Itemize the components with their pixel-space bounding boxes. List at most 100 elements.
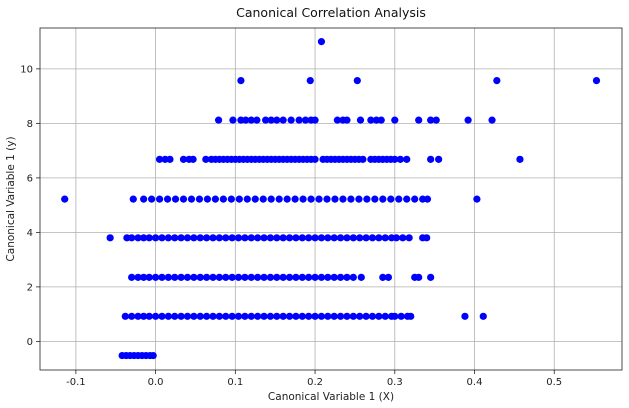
data-point [177,234,185,242]
x-tick-label: -0.1 [66,377,86,388]
data-point [262,116,270,124]
data-point [324,312,332,320]
data-point [152,312,160,320]
data-point [285,234,294,242]
data-point [336,312,345,320]
data-point [152,234,160,242]
data-point [189,155,197,163]
data-point [343,116,351,124]
data-point [128,312,136,320]
data-point [317,312,326,320]
data-point [336,234,345,242]
data-point [333,116,341,124]
data-point [343,234,351,242]
data-points [61,38,601,360]
data-point [196,312,204,320]
data-point [391,312,399,320]
data-point [241,273,249,281]
data-point [273,116,281,124]
data-point [315,195,323,203]
data-point [254,312,262,320]
data-point [375,312,383,320]
data-point [164,234,172,242]
data-point [152,273,160,281]
data-point [283,195,291,203]
data-point [134,234,142,242]
data-point [399,234,407,242]
data-point [336,273,345,281]
y-tick-label: 4 [27,228,33,239]
data-point [371,195,379,203]
data-point [183,273,192,281]
data-point [228,273,236,281]
y-tick-label: 2 [27,282,33,293]
data-point [195,195,204,203]
data-point [177,273,185,281]
data-point [396,155,404,163]
data-point [140,195,148,203]
data-point [306,76,314,85]
data-point [254,234,262,242]
data-point [234,312,243,320]
data-point [183,312,192,320]
data-point [121,312,129,320]
data-point [368,312,377,320]
data-point [253,116,261,124]
y-tick-label: 0 [27,337,33,348]
plot-frame [39,27,623,371]
data-point [243,195,251,203]
data-point [298,234,306,242]
x-tick-label: 0.5 [546,377,562,388]
data-point [363,195,371,203]
data-point [339,195,347,203]
data-point [145,312,153,320]
data-point [285,312,294,320]
data-point [251,195,259,203]
data-point [203,312,211,320]
data-point [209,273,217,281]
data-point [273,234,281,242]
data-point [411,195,419,203]
data-point [203,273,211,281]
data-point [298,273,306,281]
data-point [473,195,481,203]
data-point [377,116,385,124]
data-point [311,312,319,320]
data-point [203,195,212,203]
data-point [158,312,166,320]
data-point [247,116,255,124]
data-point [349,312,357,320]
data-point [343,312,351,320]
data-point [324,273,332,281]
data-point [387,195,395,203]
data-point [279,312,287,320]
data-point [190,312,198,320]
data-point [285,273,294,281]
data-point [305,312,313,320]
data-point [305,234,313,242]
data-point [177,312,185,320]
y-axis-label: Canonical Variable 1 (y) [5,136,17,261]
data-point [292,273,300,281]
data-point [128,273,136,281]
data-point [229,116,237,124]
data-point [215,234,223,242]
data-point [211,195,219,203]
data-point [367,116,375,124]
data-point [311,234,319,242]
data-point [140,312,148,320]
data-point [516,155,524,163]
data-point [427,155,435,163]
data-point [427,273,435,281]
data-point [247,234,255,242]
data-point [479,312,487,320]
data-point [292,234,300,242]
data-point [134,273,142,281]
data-point [267,195,275,203]
data-point [324,234,332,242]
x-axis-ticks: -0.1 0.0 0.1 0.2 0.3 0.4 0.5 [66,370,562,388]
data-point [301,116,310,124]
data-point [166,155,174,163]
data-point [392,234,400,242]
data-point [129,195,137,203]
